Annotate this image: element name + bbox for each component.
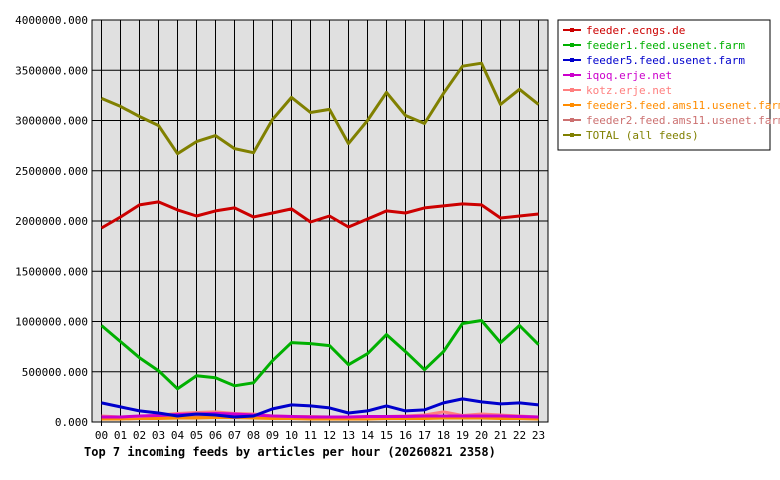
- x-tick-label: 14: [361, 429, 375, 442]
- legend-label: kotz.erje.net: [586, 84, 672, 97]
- legend-label: feeder.ecngs.de: [586, 24, 685, 37]
- legend-marker: [570, 28, 574, 32]
- x-tick-label: 20: [475, 429, 488, 442]
- legend-label: feeder1.feed.usenet.farm: [586, 39, 745, 52]
- y-tick-label: 2500000.000: [15, 165, 88, 178]
- chart-title: Top 7 incoming feeds by articles per hou…: [84, 445, 496, 459]
- x-tick-label: 01: [114, 429, 127, 442]
- x-tick-label: 04: [171, 429, 185, 442]
- series-line: [101, 416, 539, 421]
- y-tick-label: 500000.000: [22, 366, 88, 379]
- y-tick-label: 0.000: [55, 416, 88, 429]
- legend-marker: [570, 73, 574, 77]
- plot-border: [91, 19, 549, 423]
- series-line: [101, 397, 539, 419]
- x-tick-label: 17: [418, 429, 431, 442]
- legend-label: feeder2.feed.ams11.usenet.farm: [586, 114, 780, 127]
- x-tick-label: 02: [133, 429, 146, 442]
- x-tick-label: 07: [228, 429, 241, 442]
- y-tick-label: 1000000.000: [15, 316, 88, 329]
- x-axis-ticks: 00 01 02 03 04 05 06 07 08 09 10 11 12 13 14 15 16 17 18 19…: [95, 422, 545, 442]
- x-tick-label: 18: [437, 429, 450, 442]
- x-tick-label: 09: [266, 429, 279, 442]
- x-tick-label: 06: [209, 429, 222, 442]
- x-tick-label: 21: [494, 429, 507, 442]
- legend-marker: [570, 43, 574, 47]
- legend-marker: [570, 103, 574, 107]
- x-tick-label: 15: [380, 429, 393, 442]
- x-tick-label: 13: [342, 429, 355, 442]
- y-tick-label: 3000000.000: [15, 115, 88, 128]
- y-tick-label: 4000000.000: [15, 14, 88, 27]
- legend-marker: [570, 88, 574, 92]
- x-tick-label: 08: [247, 429, 260, 442]
- legend-box: [557, 19, 771, 151]
- legend-marker: [570, 133, 574, 137]
- legend-label: iqoq.erje.net: [586, 69, 672, 82]
- x-tick-label: 03: [152, 429, 165, 442]
- x-tick-label: 23: [532, 429, 545, 442]
- x-tick-label: 16: [399, 429, 412, 442]
- y-tick-label: 3500000.000: [15, 64, 88, 77]
- legend-label: TOTAL (all feeds): [586, 129, 699, 142]
- legend-marker: [570, 58, 574, 62]
- x-tick-label: 19: [456, 429, 469, 442]
- x-tick-label: 00: [95, 429, 108, 442]
- series-lines: [100, 61, 540, 421]
- y-tick-label: 1500000.000: [15, 265, 88, 278]
- legend-label: feeder5.feed.usenet.farm: [586, 54, 745, 67]
- y-axis-ticks: 0.000 500000.000 1000000.000 1500000.000 200…: [15, 14, 88, 429]
- x-tick-label: 22: [513, 429, 526, 442]
- series-line: [100, 200, 539, 230]
- x-tick-label: 05: [190, 429, 203, 442]
- series-line: [100, 61, 540, 156]
- legend: feeder.ecngs.de feeder1.feed.usenet.farm f…: [557, 19, 780, 151]
- x-tick-label: 12: [323, 429, 336, 442]
- legend-label: feeder3.feed.ams11.usenet.farm: [586, 99, 780, 112]
- legend-marker: [570, 118, 574, 122]
- x-tick-label: 11: [304, 429, 317, 442]
- series-line: [100, 319, 540, 391]
- x-tick-label: 10: [285, 429, 298, 442]
- y-tick-label: 2000000.000: [15, 215, 88, 228]
